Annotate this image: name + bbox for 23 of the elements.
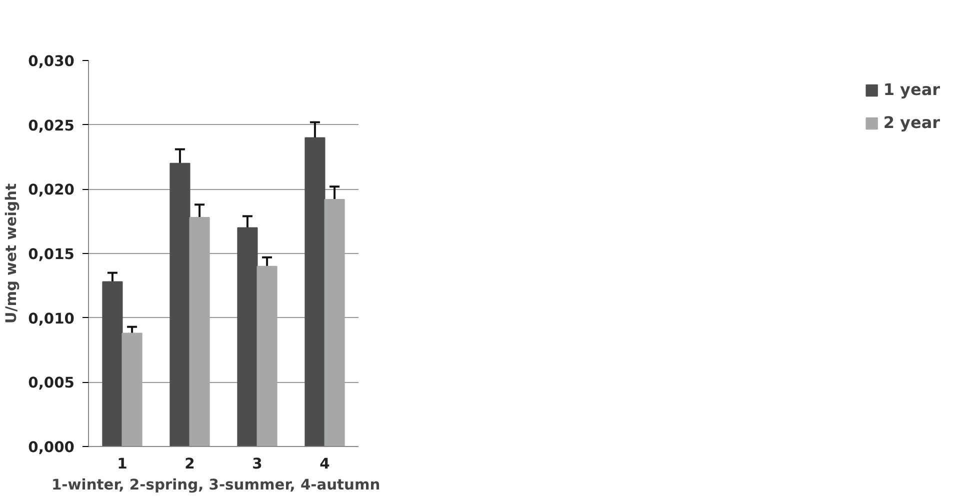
- bar: [304, 137, 326, 446]
- x-tick-label: 3: [252, 456, 262, 472]
- bar: [256, 266, 278, 446]
- bar: [189, 216, 210, 446]
- y-tick-label: 0,000: [28, 439, 74, 456]
- legend-label: 2 year: [883, 113, 940, 132]
- legend-label: 1 year: [883, 80, 940, 99]
- y-tick-label: 0,025: [28, 117, 74, 134]
- y-tick-label: 0,010: [28, 310, 74, 328]
- bar: [237, 227, 258, 446]
- x-tick-label: 2: [184, 456, 195, 472]
- y-tick-label: 0,015: [28, 246, 74, 263]
- y-axis-title: U/mg wet weight: [3, 183, 20, 324]
- y-tick-label: 0,020: [28, 182, 74, 199]
- bar: [122, 332, 142, 446]
- bar: [324, 198, 345, 446]
- x-tick-label: 4: [320, 456, 330, 472]
- y-tick-label: 0,030: [28, 53, 74, 70]
- x-axis-title: 1-winter, 2-spring, 3-summer, 4-autumn: [51, 476, 380, 494]
- y-tick-label: 0,005: [28, 374, 74, 392]
- bar: [170, 162, 190, 446]
- bar: [102, 281, 123, 446]
- x-tick-label: 1: [117, 456, 128, 472]
